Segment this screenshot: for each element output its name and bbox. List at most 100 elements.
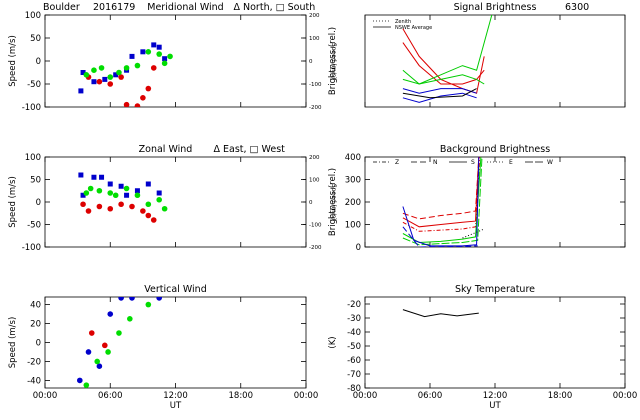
y2-axis-label: Speed (m/s): [330, 43, 337, 79]
y-axis-label: Speed (m/s): [8, 176, 18, 228]
point: [96, 203, 103, 210]
point: [116, 330, 122, 336]
legend-label: S: [471, 159, 475, 166]
point: [87, 185, 94, 192]
line: [402, 15, 493, 85]
point: [85, 208, 92, 214]
point: [94, 358, 100, 365]
y-axis-label: Speed (m/s): [8, 317, 18, 369]
y2-tick-label: -100: [309, 82, 322, 88]
x-tick-label: 06:00: [98, 391, 123, 401]
y-tick-label: 40: [30, 301, 41, 311]
legend-label: E: [509, 159, 513, 166]
y-tick-label: -60: [347, 356, 361, 366]
point: [129, 203, 135, 210]
y2-tick-label: -200: [309, 245, 322, 251]
y-tick-label: 0: [36, 198, 41, 208]
x-tick-label: 00:00: [294, 391, 319, 401]
note: Δ East, □ West: [214, 144, 286, 155]
plot-area: [78, 42, 173, 107]
point: [107, 74, 114, 80]
plot-area: [402, 157, 485, 247]
point: [107, 181, 113, 187]
line: [402, 88, 477, 99]
plot-area: [77, 297, 162, 388]
x-tick-label: 00:00: [613, 391, 638, 401]
point: [78, 88, 84, 94]
y-tick-label: -70: [347, 370, 361, 380]
point: [162, 56, 168, 62]
y-tick-label: -20: [27, 357, 41, 367]
y-tick-label: -20: [347, 300, 361, 310]
y-tick-label: 100: [25, 11, 41, 21]
y-tick-label: -50: [27, 221, 41, 231]
point: [127, 316, 133, 322]
y2-tick-label: 200: [309, 13, 320, 19]
point: [105, 349, 111, 355]
x-tick-label: 12:00: [163, 391, 188, 401]
panel-title: Zonal Wind: [139, 144, 193, 155]
plot-frame: [44, 296, 307, 389]
line: [402, 309, 479, 318]
x-axis-label: UT: [489, 401, 501, 411]
line: [402, 157, 482, 244]
point: [145, 85, 152, 92]
point: [156, 297, 162, 301]
y2-tick-label: -200: [309, 105, 322, 111]
point: [167, 53, 173, 60]
point: [134, 192, 141, 199]
x-tick-label: 00:00: [33, 391, 58, 401]
y-tick-label: -40: [27, 376, 41, 386]
point: [140, 95, 146, 101]
y2-axis-label: Speed (m/s): [330, 184, 337, 220]
panel-title: Meridional Wind: [147, 2, 223, 13]
point: [113, 72, 119, 78]
point: [145, 49, 152, 55]
point: [145, 212, 152, 219]
legend-label: N: [433, 159, 438, 166]
plot-area: [78, 172, 168, 223]
point: [112, 192, 119, 199]
point: [118, 183, 124, 189]
point: [156, 44, 162, 50]
point: [161, 205, 168, 212]
site: Boulder: [43, 2, 80, 13]
y-axis-label: Brightness (rel.): [328, 168, 338, 236]
point: [77, 377, 83, 384]
point: [102, 76, 108, 82]
line: [402, 226, 478, 247]
line: [402, 157, 481, 232]
line: [462, 228, 485, 239]
point: [129, 53, 135, 59]
point: [96, 187, 103, 194]
y-tick-label: 0: [36, 339, 41, 349]
point: [150, 217, 157, 223]
date: 2016179: [93, 2, 135, 13]
y-tick-label: 0: [36, 57, 41, 67]
point: [150, 65, 157, 71]
line: [402, 157, 480, 228]
line: [402, 157, 480, 220]
point: [118, 74, 124, 80]
y-tick-label: -40: [347, 328, 361, 338]
x-tick-label: 00:00: [353, 391, 378, 401]
line: [402, 157, 483, 246]
note: Δ North, □ South: [234, 2, 316, 13]
y-tick-label: 20: [30, 320, 41, 330]
point: [80, 192, 86, 198]
y-tick-label: 100: [345, 221, 361, 231]
panel-title: Vertical Wind: [144, 284, 206, 295]
y2-tick-label: 0: [309, 200, 313, 206]
y-axis-label: Speed (m/s): [8, 35, 18, 87]
y-axis-label: (K): [328, 336, 338, 348]
plot-frame: [364, 296, 626, 389]
point: [102, 342, 108, 349]
plot-frame: [44, 14, 307, 108]
legend-label: W: [547, 159, 553, 166]
point: [107, 81, 114, 87]
y-tick-label: 50: [30, 34, 41, 44]
point: [96, 363, 103, 369]
point: [123, 65, 130, 71]
point: [107, 311, 114, 317]
